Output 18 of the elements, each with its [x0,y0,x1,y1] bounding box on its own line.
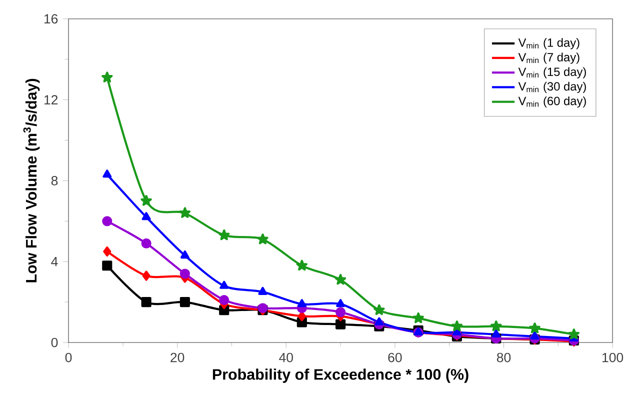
x-tick-label: 20 [170,352,184,362]
y-tick-label: 12 [44,95,58,104]
legend-label: V$_{min}$ (7 day) [518,52,580,64]
x-tick-label: 60 [388,352,402,362]
legend-label: V$_{min}$ (60 day) [518,96,586,108]
x-tick-label: 80 [496,352,511,362]
y-tick-label: 4 [51,256,58,266]
legend-label: V$_{min}$ (30 day) [518,82,586,93]
legend-label: V$_{min}$ (15 day) [518,67,586,78]
x-tick-label: 100 [602,352,624,362]
y-tick-label: 16 [44,14,58,24]
y-axis-title: Low Flow Volume (m$^{3}$/s/day) [23,78,40,282]
x-tick-label: 40 [279,352,293,362]
y-tick-label: 8 [51,176,58,186]
x-tick-label: 0 [65,352,72,362]
y-tick-label: 0 [51,338,58,348]
x-axis-title: Probability of Exceedence * 100 (%) [212,368,468,383]
legend-label: V$_{min}$ (1 day) [518,38,580,50]
